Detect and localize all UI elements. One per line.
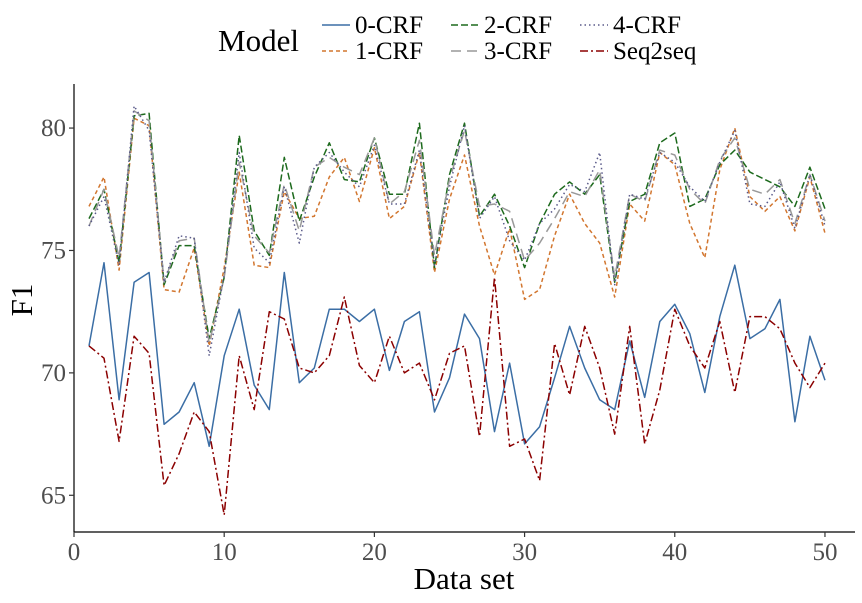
x-tick-label: 30 bbox=[512, 539, 537, 566]
legend-label: 2-CRF bbox=[484, 12, 552, 39]
legend-label: 4-CRF bbox=[613, 12, 681, 39]
legend-item: 2-CRF bbox=[451, 12, 552, 39]
legend-item: 3-CRF bbox=[451, 38, 552, 65]
series-line-4-crf bbox=[88, 105, 826, 357]
y-tick-label: 75 bbox=[41, 237, 66, 264]
legend-item: 1-CRF bbox=[322, 38, 423, 65]
y-axis-title: F1 bbox=[4, 284, 39, 317]
legend-title: Model bbox=[218, 23, 299, 58]
x-tick-label: 10 bbox=[212, 539, 237, 566]
x-axis-title: Data set bbox=[414, 561, 515, 596]
x-tick-label: 40 bbox=[662, 539, 687, 566]
legend-label: 0-CRF bbox=[355, 12, 423, 39]
legend-item: 0-CRF bbox=[322, 12, 423, 39]
legend-item: Seq2seq bbox=[580, 38, 697, 65]
legend-label: 1-CRF bbox=[355, 38, 423, 65]
x-tick-label: 0 bbox=[68, 539, 81, 566]
series-line-0-crf bbox=[88, 261, 826, 448]
y-axis-ticks: 65 70 75 80 bbox=[41, 115, 74, 509]
legend-label: Seq2seq bbox=[613, 38, 697, 65]
plot-area: 0 10 20 30 40 50 65 70 75 80 bbox=[41, 84, 855, 566]
y-tick-label: 80 bbox=[41, 115, 66, 142]
series-line-2-crf bbox=[88, 112, 826, 340]
series-line-3-crf bbox=[88, 110, 826, 345]
x-tick-label: 20 bbox=[362, 539, 387, 566]
legend-item: 4-CRF bbox=[580, 12, 681, 39]
x-tick-label: 50 bbox=[812, 539, 837, 566]
series-line-1-crf bbox=[88, 117, 826, 347]
y-tick-label: 70 bbox=[41, 360, 66, 387]
legend-label: 3-CRF bbox=[484, 38, 552, 65]
series-line-seq2seq bbox=[88, 276, 826, 516]
y-tick-label: 65 bbox=[41, 482, 66, 509]
x-axis-ticks: 0 10 20 30 40 50 bbox=[68, 532, 837, 566]
